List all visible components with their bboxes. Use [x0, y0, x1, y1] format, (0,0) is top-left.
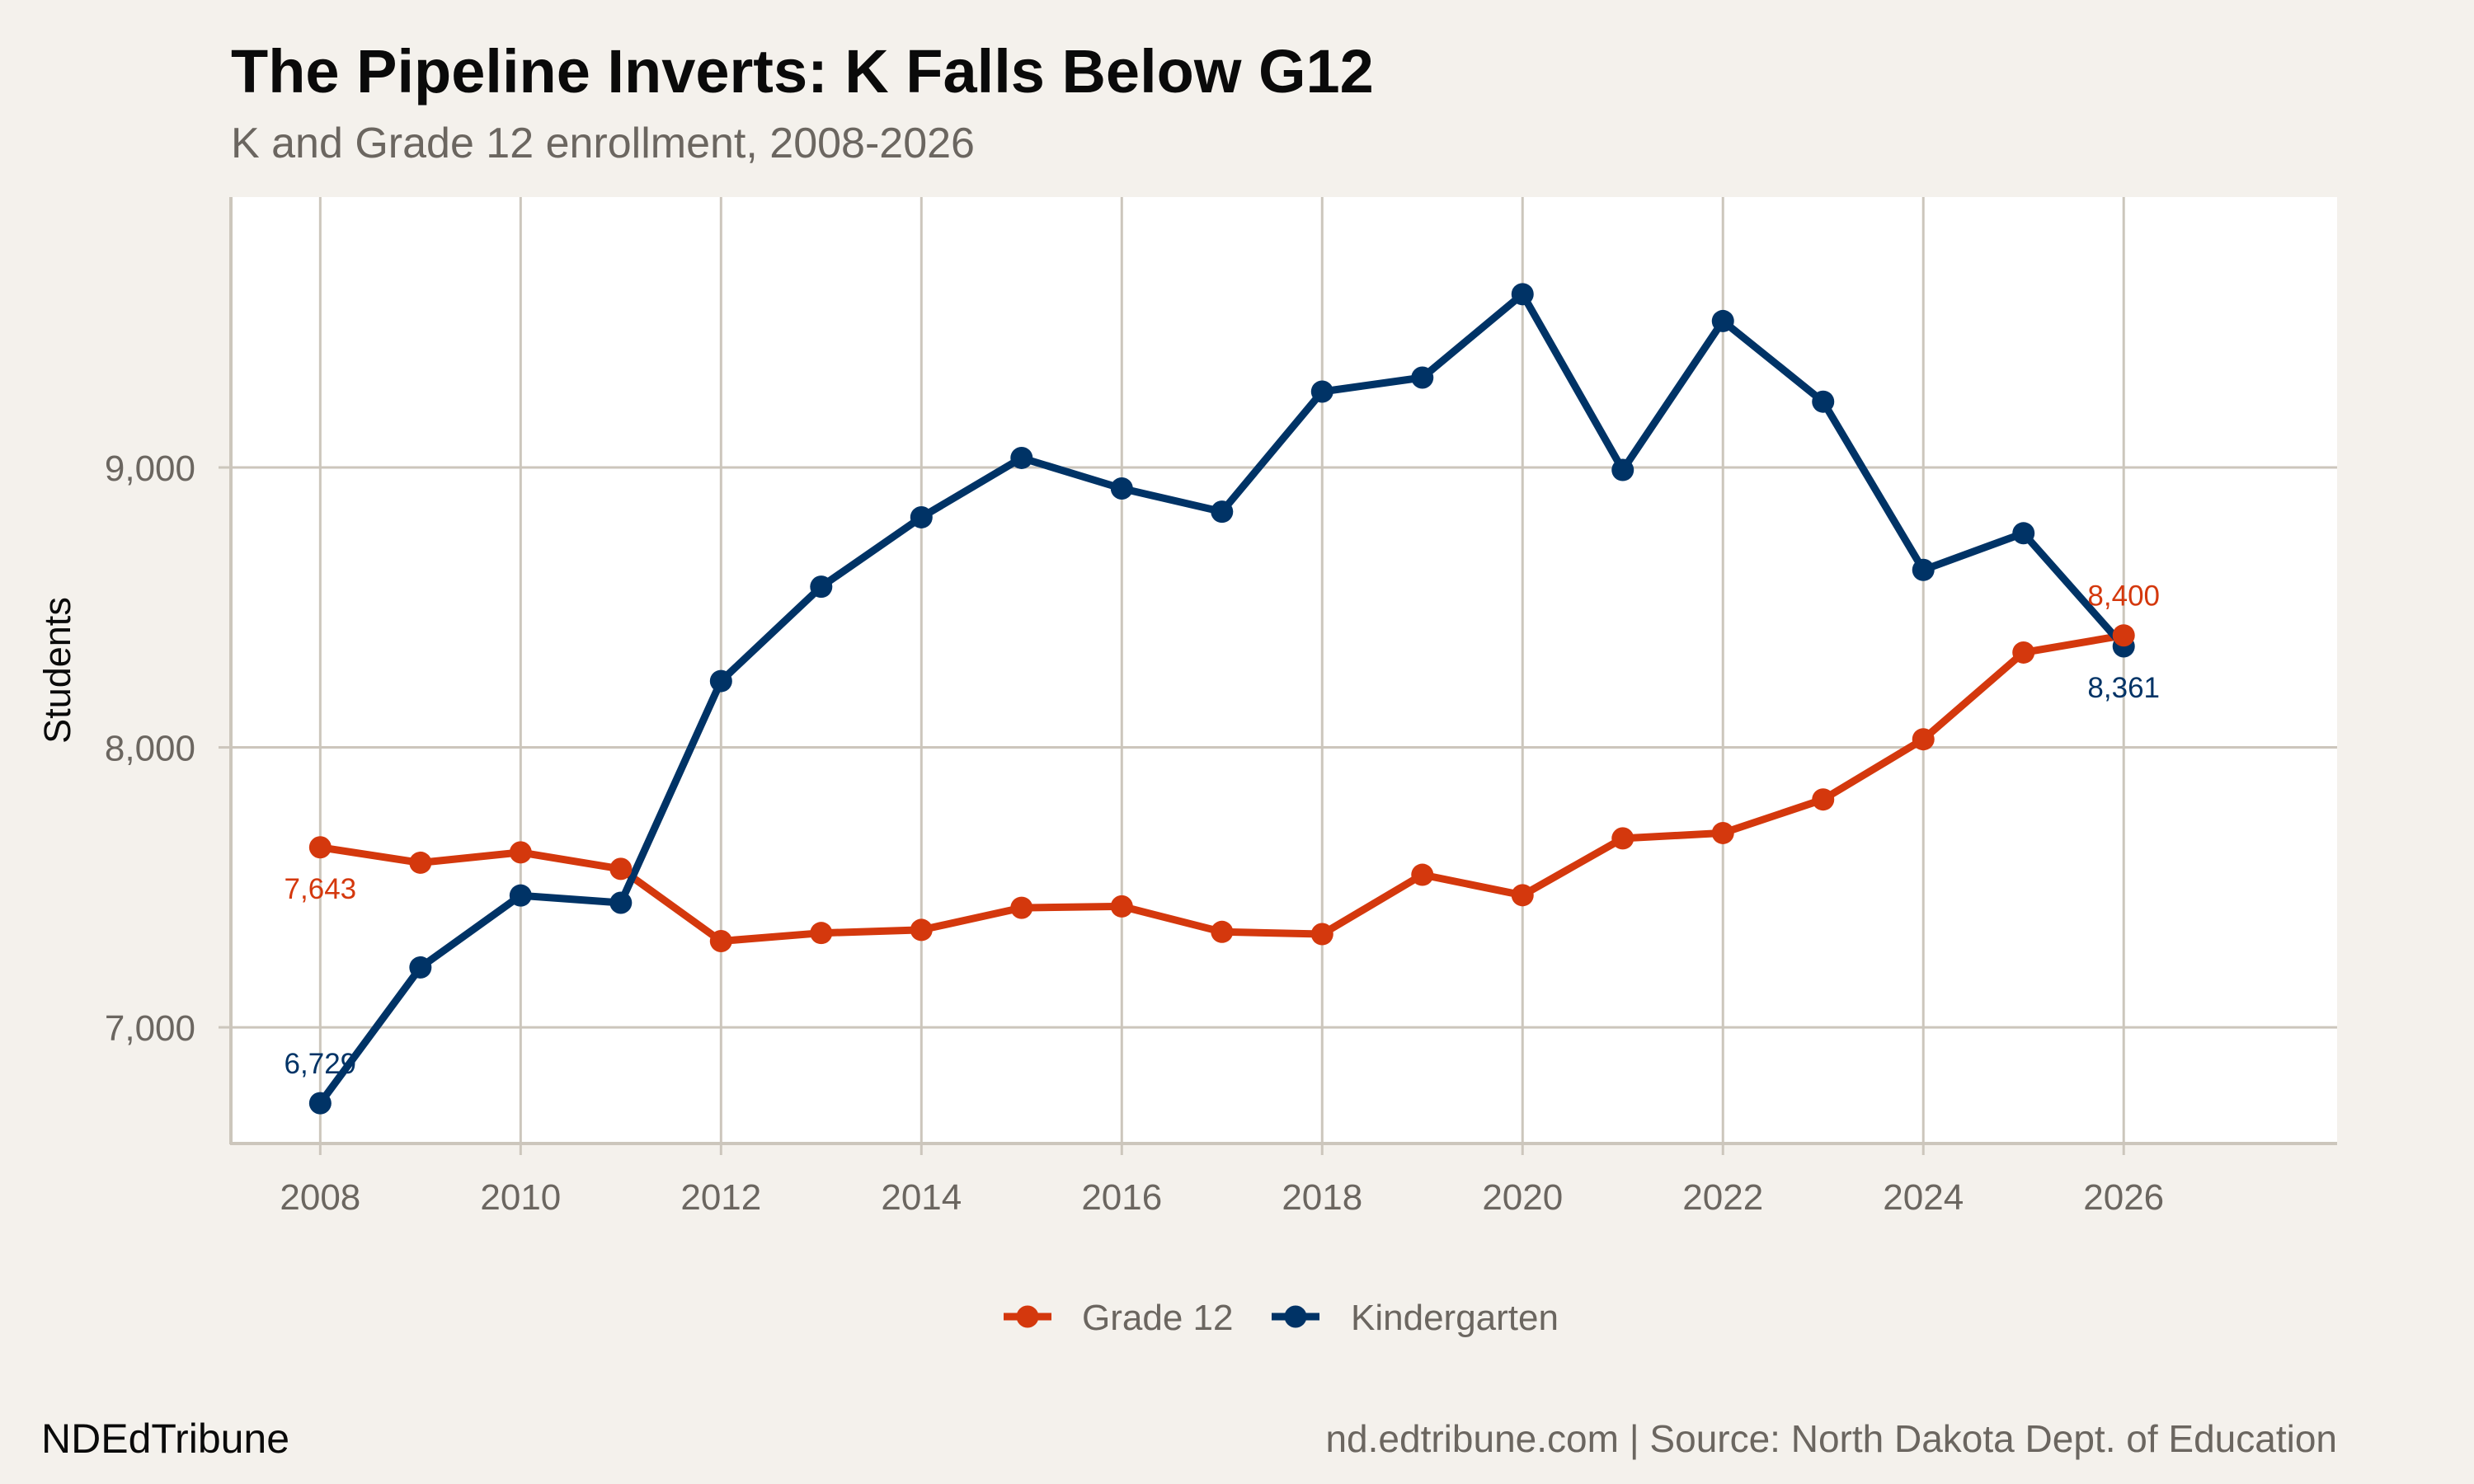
y-tick-label: 7,000	[105, 1008, 195, 1049]
grade-12-point	[2112, 624, 2135, 647]
footer-source: nd.edtribune.com | Source: North Dakota …	[1325, 1417, 2337, 1460]
grade-12-point	[409, 851, 432, 874]
legend-item-kindergarten: Kindergarten	[1272, 1298, 1559, 1338]
kindergarten-point	[1010, 446, 1033, 469]
legend-key-point-icon	[1284, 1305, 1307, 1328]
y-tick-label: 9,000	[105, 448, 195, 489]
y-axis: 7,000 8,000 9,000	[105, 448, 230, 1049]
grade-12-point	[1310, 923, 1333, 946]
x-tick-label: 2024	[1883, 1177, 1964, 1218]
grade-12-point	[509, 841, 532, 864]
grade-12-point	[308, 836, 332, 859]
grade-12-point	[1511, 884, 1534, 907]
plot-panel-background	[230, 197, 2337, 1144]
x-tick-label: 2022	[1682, 1177, 1763, 1218]
x-tick-label: 2026	[2083, 1177, 2164, 1218]
data-label: 7,643	[285, 873, 357, 905]
grade-12-point	[810, 922, 833, 945]
kindergarten-point	[509, 884, 532, 907]
data-label: 8,400	[2087, 580, 2160, 613]
kindergarten-point	[1912, 558, 1935, 581]
kindergarten-point	[1211, 500, 1234, 524]
grade-12-point	[1812, 788, 1835, 811]
footer-brand: NDEdTribune	[41, 1416, 289, 1462]
kindergarten-point	[1611, 458, 1634, 481]
grade-12-point	[1211, 920, 1234, 943]
x-tick-label: 2014	[881, 1177, 962, 1218]
kindergarten-point	[709, 669, 732, 693]
x-tick-label: 2016	[1081, 1177, 1162, 1218]
grade-12-point	[709, 930, 732, 953]
data-labels: 7,643 6,729 8,400 8,361	[285, 580, 2160, 1080]
grade-12-point	[910, 918, 933, 942]
kindergarten-point	[1711, 309, 1734, 332]
grade-12-point	[1411, 863, 1434, 886]
kindergarten-point	[409, 956, 432, 979]
y-tick-label: 8,000	[105, 729, 195, 769]
kindergarten-point	[1812, 390, 1835, 413]
kindergarten-point	[1310, 380, 1333, 403]
kindergarten-point	[1411, 366, 1434, 389]
x-tick-label: 2010	[480, 1177, 561, 1218]
kindergarten-point	[308, 1092, 332, 1115]
x-tick-label: 2018	[1282, 1177, 1362, 1218]
chart-title: The Pipeline Inverts: K Falls Below G12	[231, 37, 1374, 106]
legend-label: Grade 12	[1082, 1298, 1233, 1338]
kindergarten-point	[810, 575, 833, 599]
grade-12-point	[1010, 896, 1033, 919]
grade-12-point	[1110, 895, 1133, 918]
x-axis: 2008 2010 2012 2014 2016 2018 2020 2022 2024 2026	[280, 1144, 2164, 1218]
legend-key-point-icon	[1016, 1305, 1039, 1328]
legend-label: Kindergarten	[1351, 1298, 1559, 1338]
grade-12-point	[1611, 827, 1634, 850]
series-points	[308, 283, 2135, 1115]
data-label: 8,361	[2087, 672, 2160, 704]
grade-12-point	[609, 857, 633, 881]
grade-12-point	[1912, 728, 1935, 751]
kindergarten-point	[1110, 477, 1133, 500]
data-label: 6,729	[285, 1048, 357, 1080]
legend: Grade 12 Kindergarten	[1004, 1298, 1559, 1338]
chart-subtitle: K and Grade 12 enrollment, 2008-2026	[231, 120, 975, 167]
gridlines	[230, 197, 2337, 1144]
x-tick-label: 2020	[1482, 1177, 1563, 1218]
legend-item-grade-12: Grade 12	[1004, 1298, 1233, 1338]
grade-12-point	[1711, 821, 1734, 844]
y-axis-title: Students	[36, 597, 78, 744]
plot-panel: 7,643 6,729 8,400 8,361	[229, 197, 2337, 1145]
kindergarten-point	[2012, 522, 2035, 545]
kindergarten-point	[1511, 283, 1534, 306]
x-tick-label: 2012	[680, 1177, 761, 1218]
kindergarten-point	[910, 505, 933, 528]
grade-12-point	[2012, 641, 2035, 664]
x-tick-label: 2008	[280, 1177, 360, 1218]
kindergarten-point	[609, 891, 633, 914]
